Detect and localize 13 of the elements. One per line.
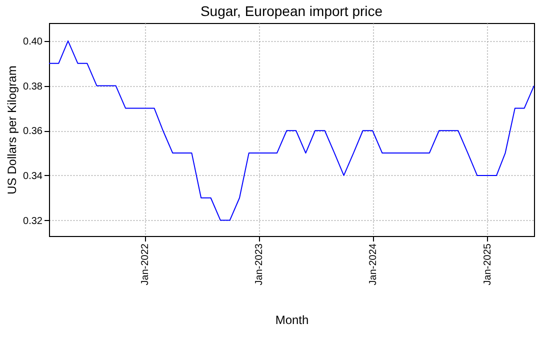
x-tick-label: Jan-2022: [140, 243, 152, 286]
y-tick-label: 0.34: [23, 170, 43, 182]
y-tick-label: 0.36: [23, 126, 43, 138]
x-tick-label: Jan-2025: [482, 243, 494, 286]
x-tick-label: Jan-2024: [368, 243, 380, 286]
chart-title: Sugar, European import price: [200, 3, 383, 19]
x-tick-label: Jan-2023: [254, 243, 266, 286]
x-axis-title: Month: [275, 313, 309, 328]
y-tick-label: 0.40: [23, 36, 43, 48]
y-axis-title: US Dollars per Kilogram: [5, 66, 20, 194]
y-tick-label: 0.32: [23, 216, 43, 227]
y-tick-label: 0.38: [23, 81, 43, 92]
line-series: [48, 40, 534, 221]
